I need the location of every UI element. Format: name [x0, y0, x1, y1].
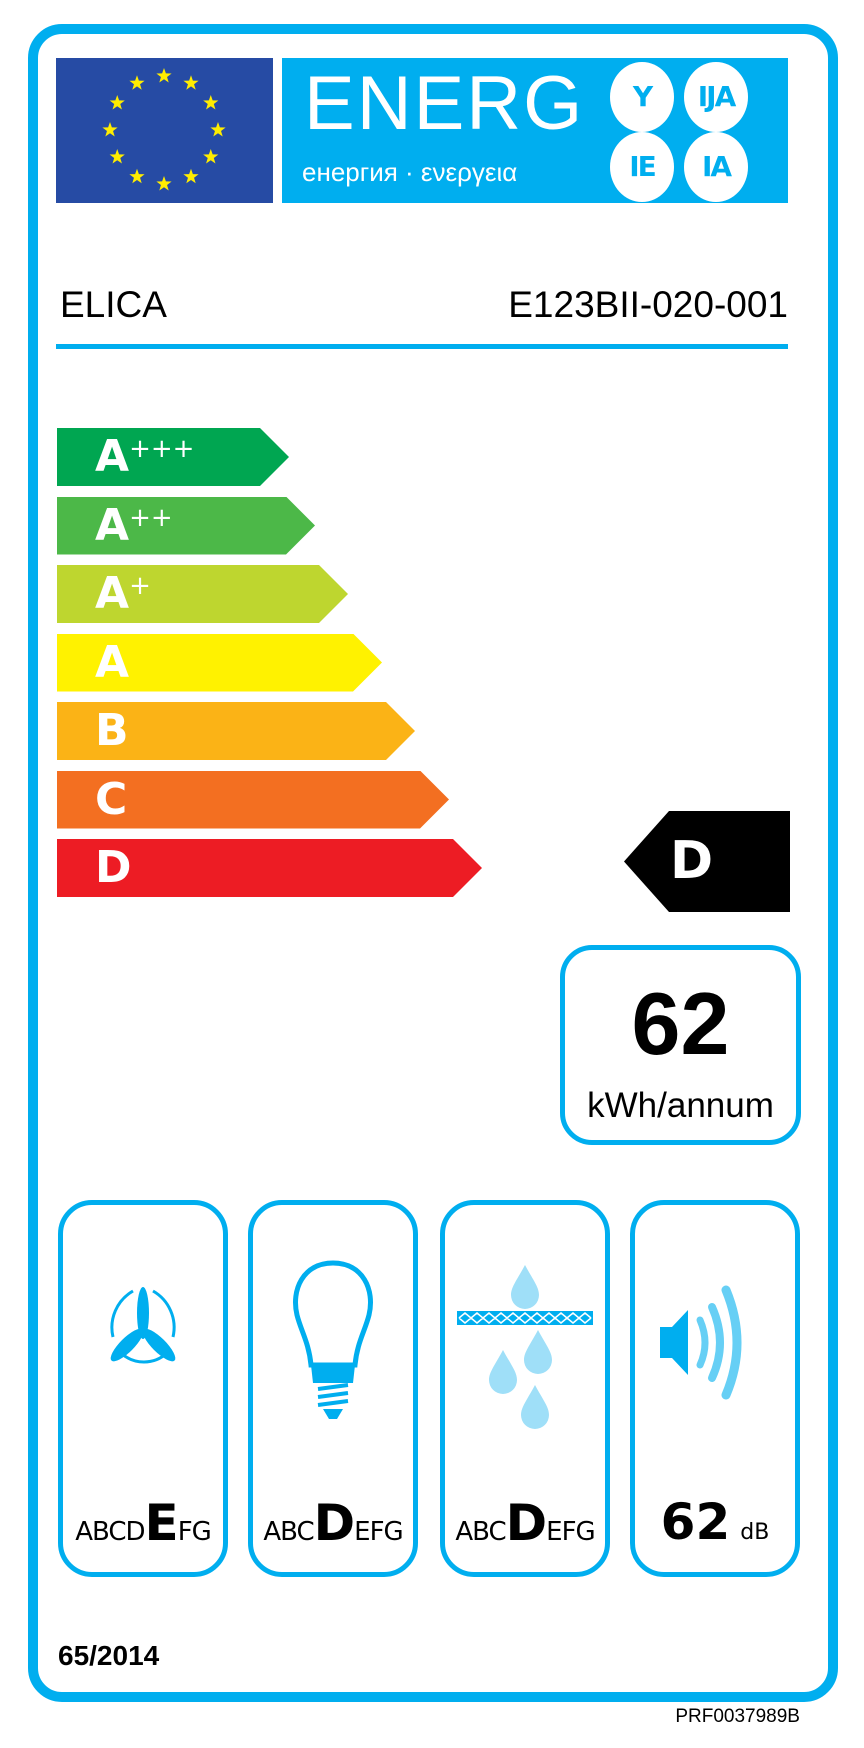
star-icon — [109, 95, 125, 110]
energy-class-plus: +++ — [129, 434, 195, 464]
fan-icon — [110, 1287, 176, 1364]
energy-title: ENERG — [304, 61, 585, 146]
energy-class-bar: A +++ — [57, 428, 289, 486]
star-icon — [203, 149, 219, 164]
energy-class-label: C — [95, 773, 128, 825]
star-icon — [129, 168, 145, 184]
star-icon — [102, 122, 118, 137]
reference-code: PRF0037989B — [675, 1706, 800, 1727]
energy-class-bar: A + — [57, 565, 348, 623]
star-icon — [156, 176, 172, 191]
suffix-ia: IA — [684, 132, 748, 202]
energy-class-label: A — [95, 636, 130, 688]
noise-box: 62 dB — [630, 1200, 800, 1577]
suffix-y: Y — [610, 62, 674, 132]
energy-class-label: B — [95, 705, 129, 756]
light-bulb-icon — [293, 1260, 373, 1419]
grease-filter-class: ABCDEFG — [455, 1494, 595, 1552]
star-icon — [129, 75, 145, 90]
energy-class-label: A — [95, 499, 130, 551]
fluid-dynamic-class: ABCDEFG — [75, 1494, 212, 1552]
energy-class-plus: ++ — [129, 502, 173, 533]
eu-flag-icon — [56, 58, 273, 203]
suffix-ie: IE — [610, 132, 674, 202]
energy-class-bar: A ++ — [57, 496, 315, 555]
consumption-box: 62 kWh/annum — [560, 945, 801, 1145]
energy-class-bar: A — [57, 633, 382, 692]
label-frame — [28, 24, 838, 1702]
star-icon — [156, 68, 172, 83]
rating-letter: D — [670, 831, 714, 891]
star-icon — [183, 75, 199, 90]
star-icon — [203, 95, 219, 110]
divider — [56, 344, 788, 349]
grease-filter-icon — [457, 1265, 593, 1429]
consumption-unit: kWh/annum — [587, 1086, 774, 1125]
star-icon — [210, 122, 226, 137]
energy-banner: ENERG енергия · ενεργεια Y IJA IE IA — [282, 58, 788, 203]
suffix-ija: IJA — [684, 62, 748, 132]
consumption-value: 62 — [631, 974, 730, 1073]
energy-class-bar: C — [57, 770, 449, 829]
energy-class-label: A — [95, 431, 130, 482]
energy-class-plus: + — [129, 571, 151, 601]
energy-class-bar: B — [57, 702, 415, 760]
energy-subtitle: енергия · ενεργεια — [302, 157, 518, 187]
supplier-name: ELICA — [60, 284, 167, 325]
lighting-box: ABCDEFG — [248, 1200, 418, 1577]
noise-level: 62 dB — [660, 1493, 770, 1551]
fluid-dynamic-box: ABCDEFG — [58, 1200, 228, 1577]
lighting-class: ABCDEFG — [263, 1494, 403, 1552]
speaker-icon — [660, 1285, 742, 1400]
grease-filter-box: ABCDEFG — [440, 1200, 610, 1577]
model-identifier: E123BII-020-001 — [508, 284, 788, 325]
regulation-number: 65/2014 — [58, 1640, 160, 1671]
energy-class-label: D — [95, 842, 132, 893]
star-icon — [183, 168, 199, 184]
star-icon — [109, 149, 125, 164]
energy-class-bar: D — [57, 839, 482, 897]
energy-class-label: A — [95, 568, 130, 619]
